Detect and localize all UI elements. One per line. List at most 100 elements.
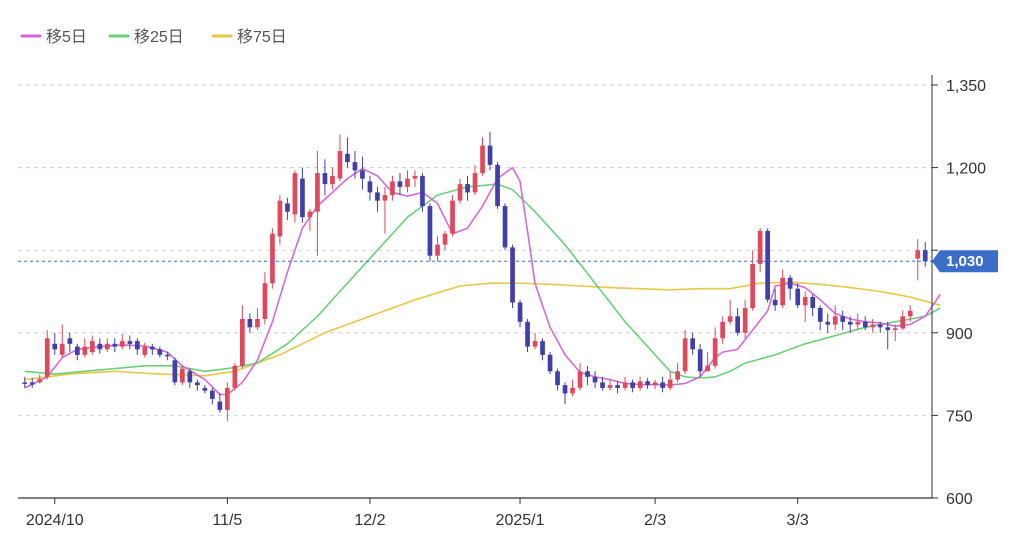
candle-body-33 <box>270 233 275 284</box>
candle-body-90 <box>697 349 703 372</box>
candle-body-16 <box>142 346 148 355</box>
candle-body-114 <box>877 324 883 328</box>
candle-body-45 <box>360 170 365 179</box>
x-tick-label-1: 11/5 <box>212 512 242 529</box>
grid-lines <box>18 84 932 499</box>
candle-body-53 <box>420 175 425 207</box>
x-tick-label-2: 12/2 <box>354 512 385 529</box>
candle-body-106 <box>817 308 823 322</box>
candle-body-83 <box>645 381 650 386</box>
candle-body-19 <box>165 354 170 357</box>
candle-body-48 <box>382 195 388 201</box>
candle-body-79 <box>615 385 620 388</box>
candle-body-43 <box>345 153 350 163</box>
candle-body-5 <box>59 343 65 355</box>
candle-body-12 <box>112 343 118 347</box>
candle-body-96 <box>742 308 748 333</box>
candle-body-80 <box>622 382 628 388</box>
candle-body-63 <box>495 164 500 207</box>
candle-body-67 <box>525 321 530 347</box>
candle-body-17 <box>150 346 155 350</box>
x-tick-label-0: 2024/10 <box>26 512 84 529</box>
moving-average-lines <box>24 166 941 396</box>
candle-body-42 <box>337 151 343 179</box>
current-price-label: 1,030 <box>946 253 984 270</box>
candle-body-13 <box>120 341 125 347</box>
candle-body-93 <box>720 321 725 339</box>
candle-body-18 <box>157 349 163 355</box>
candle-body-94 <box>727 316 733 322</box>
candle-body-65 <box>510 247 515 303</box>
candle-body-38 <box>307 211 313 218</box>
candle-body-24 <box>202 387 208 391</box>
x-tick-label-5: 3/3 <box>787 512 809 529</box>
legend-label-2: 移75日 <box>237 28 287 46</box>
candle-body-84 <box>652 382 658 386</box>
y-tick-label-0: 600 <box>946 491 973 508</box>
candle-body-30 <box>247 319 253 328</box>
candle-body-55 <box>435 244 440 256</box>
candle-body-56 <box>442 233 448 245</box>
candle-body-71 <box>555 371 560 386</box>
candle-body-74 <box>577 371 583 388</box>
candle-body-29 <box>240 319 245 366</box>
candle-body-92 <box>712 338 718 366</box>
candle-body-85 <box>660 382 665 388</box>
candle-body-52 <box>412 175 418 179</box>
legend: 移5日 移25日 移75日 <box>20 28 287 46</box>
candle-body-36 <box>292 173 298 215</box>
candle-body-105 <box>810 297 816 308</box>
candle-body-116 <box>892 328 898 331</box>
candle-body-101 <box>780 277 785 306</box>
candle-body-0 <box>22 382 28 384</box>
candle-body-10 <box>97 343 103 350</box>
candle-body-23 <box>195 382 200 386</box>
candle-body-98 <box>757 230 763 264</box>
candle-body-72 <box>562 385 568 394</box>
candle-body-108 <box>832 316 838 325</box>
candle-body-49 <box>390 181 395 196</box>
candle-body-107 <box>825 321 831 325</box>
candle-body-54 <box>427 206 433 256</box>
candle-body-51 <box>405 178 410 187</box>
candle-body-73 <box>570 387 575 394</box>
candle-body-25 <box>210 390 215 399</box>
candle-body-120 <box>922 250 928 262</box>
candle-body-1 <box>29 382 35 385</box>
y-tick-label-5: 1,350 <box>946 78 986 95</box>
candle-body-100 <box>772 299 778 306</box>
candle-body-15 <box>135 341 140 350</box>
candle-body-111 <box>855 321 861 325</box>
candle-body-22 <box>187 371 193 383</box>
candle-body-97 <box>750 264 755 309</box>
candle-body-87 <box>675 371 680 380</box>
candle-body-21 <box>180 368 185 383</box>
candle-body-50 <box>397 181 403 187</box>
candle-body-104 <box>802 297 808 306</box>
candle-body-4 <box>52 343 58 350</box>
candle-body-31 <box>255 319 260 328</box>
y-axis: 600 750 900 1,200 1,350 <box>931 75 986 508</box>
candle-body-20 <box>172 360 178 383</box>
candle-body-46 <box>367 181 373 193</box>
x-tick-label-4: 2/3 <box>644 512 666 529</box>
candle-body-89 <box>690 338 695 350</box>
x-axis: 2024/10 11/5 12/2 2025/1 2/3 3/3 <box>26 498 809 529</box>
candle-body-75 <box>585 371 590 377</box>
candle-body-95 <box>735 316 740 333</box>
candle-body-110 <box>847 321 853 325</box>
y-tick-label-2: 900 <box>946 326 973 343</box>
candle-body-57 <box>450 200 455 234</box>
candle-body-9 <box>90 341 95 353</box>
candle-body-82 <box>637 381 643 388</box>
candle-body-70 <box>547 354 553 372</box>
candle-body-6 <box>67 338 73 344</box>
candle-body-103 <box>795 288 801 306</box>
candle-body-102 <box>787 277 793 289</box>
current-price-tag <box>932 250 998 273</box>
candle-body-117 <box>900 316 906 329</box>
candle-body-64 <box>502 206 508 248</box>
y-tick-label-1: 750 <box>946 408 973 425</box>
candle-body-2 <box>37 379 43 383</box>
